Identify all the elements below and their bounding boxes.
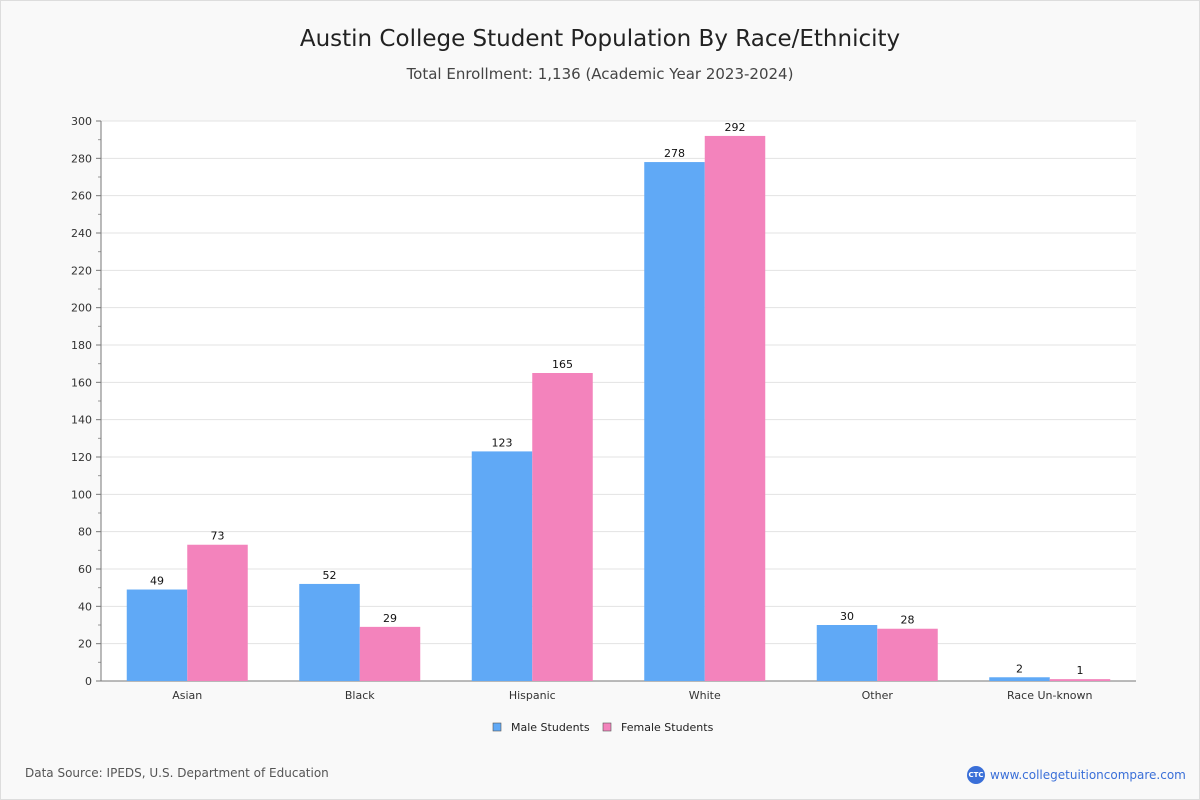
bar-male xyxy=(299,583,360,681)
bar-male xyxy=(126,589,188,681)
ctc-logo-icon: CTC xyxy=(967,766,985,784)
bar-male xyxy=(644,162,705,682)
y-tick-label: 200 xyxy=(71,302,92,315)
y-tick-label: 260 xyxy=(71,190,92,203)
data-label: 165 xyxy=(552,358,573,371)
bar-female xyxy=(704,135,766,681)
x-tick-label: Asian xyxy=(172,689,202,702)
legend-swatch xyxy=(492,722,502,732)
data-label: 30 xyxy=(840,610,854,623)
y-tick-label: 300 xyxy=(71,115,92,128)
x-tick-label: Other xyxy=(862,689,894,702)
y-tick-label: 140 xyxy=(71,414,92,427)
y-tick-label: 0 xyxy=(85,675,92,688)
bar-female xyxy=(877,628,938,681)
data-label: 52 xyxy=(323,569,337,582)
data-source: Data Source: IPEDS, U.S. Department of E… xyxy=(25,766,329,780)
bar-female xyxy=(187,544,248,681)
y-tick-label: 220 xyxy=(71,264,92,277)
data-label: 73 xyxy=(211,530,225,543)
bar-female xyxy=(1049,679,1111,681)
legend-swatch xyxy=(602,722,612,732)
data-label: 123 xyxy=(492,436,513,449)
bar-female xyxy=(359,626,421,681)
y-tick-label: 280 xyxy=(71,152,92,165)
y-tick-label: 240 xyxy=(71,227,92,240)
site-url[interactable]: www.collegetuitioncompare.com xyxy=(990,768,1186,782)
site-logo[interactable]: CTC www.collegetuitioncompare.com xyxy=(967,766,1186,784)
y-tick-label: 180 xyxy=(71,339,92,352)
legend-label: Female Students xyxy=(621,721,714,734)
data-label: 292 xyxy=(725,121,746,134)
data-label: 28 xyxy=(901,614,915,627)
data-label: 1 xyxy=(1077,664,1084,677)
y-tick-label: 160 xyxy=(71,376,92,389)
bar-male xyxy=(989,677,1050,681)
data-label: 29 xyxy=(383,612,397,625)
y-tick-label: 40 xyxy=(78,600,92,613)
chart-title: Austin College Student Population By Rac… xyxy=(299,26,901,52)
legend-label: Male Students xyxy=(511,721,590,734)
x-tick-label: Race Un-known xyxy=(1007,689,1093,702)
bar-female xyxy=(532,373,593,681)
bar-male xyxy=(816,625,878,681)
x-tick-label: Hispanic xyxy=(509,689,556,702)
data-label: 278 xyxy=(664,147,685,160)
chart-subtitle: Total Enrollment: 1,136 (Academic Year 2… xyxy=(406,65,794,83)
y-tick-label: 20 xyxy=(78,638,92,651)
x-tick-label: Black xyxy=(345,689,375,702)
y-tick-label: 120 xyxy=(71,451,92,464)
y-tick-label: 80 xyxy=(78,526,92,539)
y-tick-label: 60 xyxy=(78,563,92,576)
plot-area xyxy=(101,121,1136,681)
data-label: 2 xyxy=(1016,662,1023,675)
y-tick-label: 100 xyxy=(71,488,92,501)
x-tick-label: White xyxy=(689,689,721,702)
bar-male xyxy=(471,451,533,681)
data-label: 49 xyxy=(150,575,164,588)
